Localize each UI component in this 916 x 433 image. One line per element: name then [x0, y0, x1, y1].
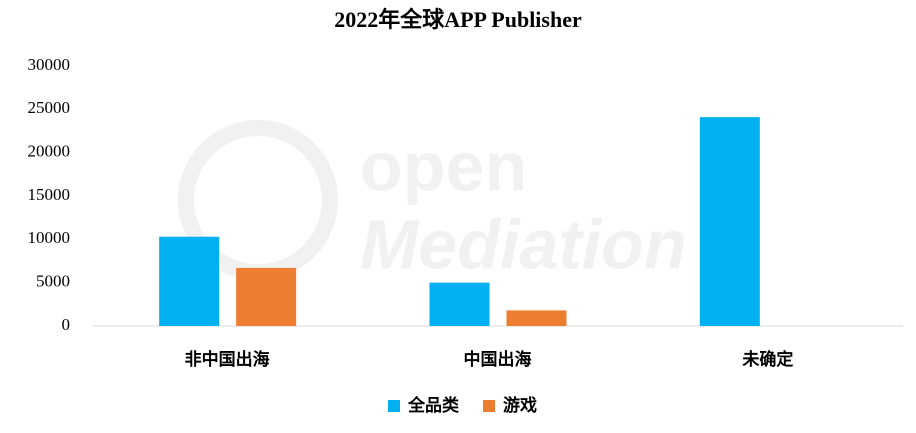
y-tick-label: 10000 — [28, 228, 71, 247]
x-tick-label: 非中国出海 — [185, 349, 270, 369]
bar — [159, 236, 220, 326]
bar — [699, 117, 760, 326]
legend-label: 全品类 — [407, 395, 460, 415]
legend-label: 游戏 — [503, 395, 537, 415]
x-tick-label: 中国出海 — [464, 349, 532, 369]
legend-swatch — [483, 400, 495, 412]
x-tick-label: 未确定 — [741, 349, 793, 369]
y-tick-label: 5000 — [36, 272, 70, 291]
y-tick-label: 25000 — [28, 98, 71, 117]
legend-swatch — [388, 400, 400, 412]
chart-title: 2022年全球APP Publisher — [334, 7, 582, 32]
y-tick-label: 30000 — [28, 55, 71, 74]
watermark: open Mediation — [178, 120, 687, 283]
bar — [506, 310, 567, 326]
y-tick-label: 20000 — [28, 142, 71, 161]
y-tick-label: 15000 — [28, 185, 71, 204]
watermark-text: open — [360, 127, 527, 205]
y-tick-label: 0 — [62, 315, 71, 334]
bar — [429, 282, 490, 326]
bar — [236, 267, 297, 326]
watermark-text: Mediation — [360, 205, 687, 283]
